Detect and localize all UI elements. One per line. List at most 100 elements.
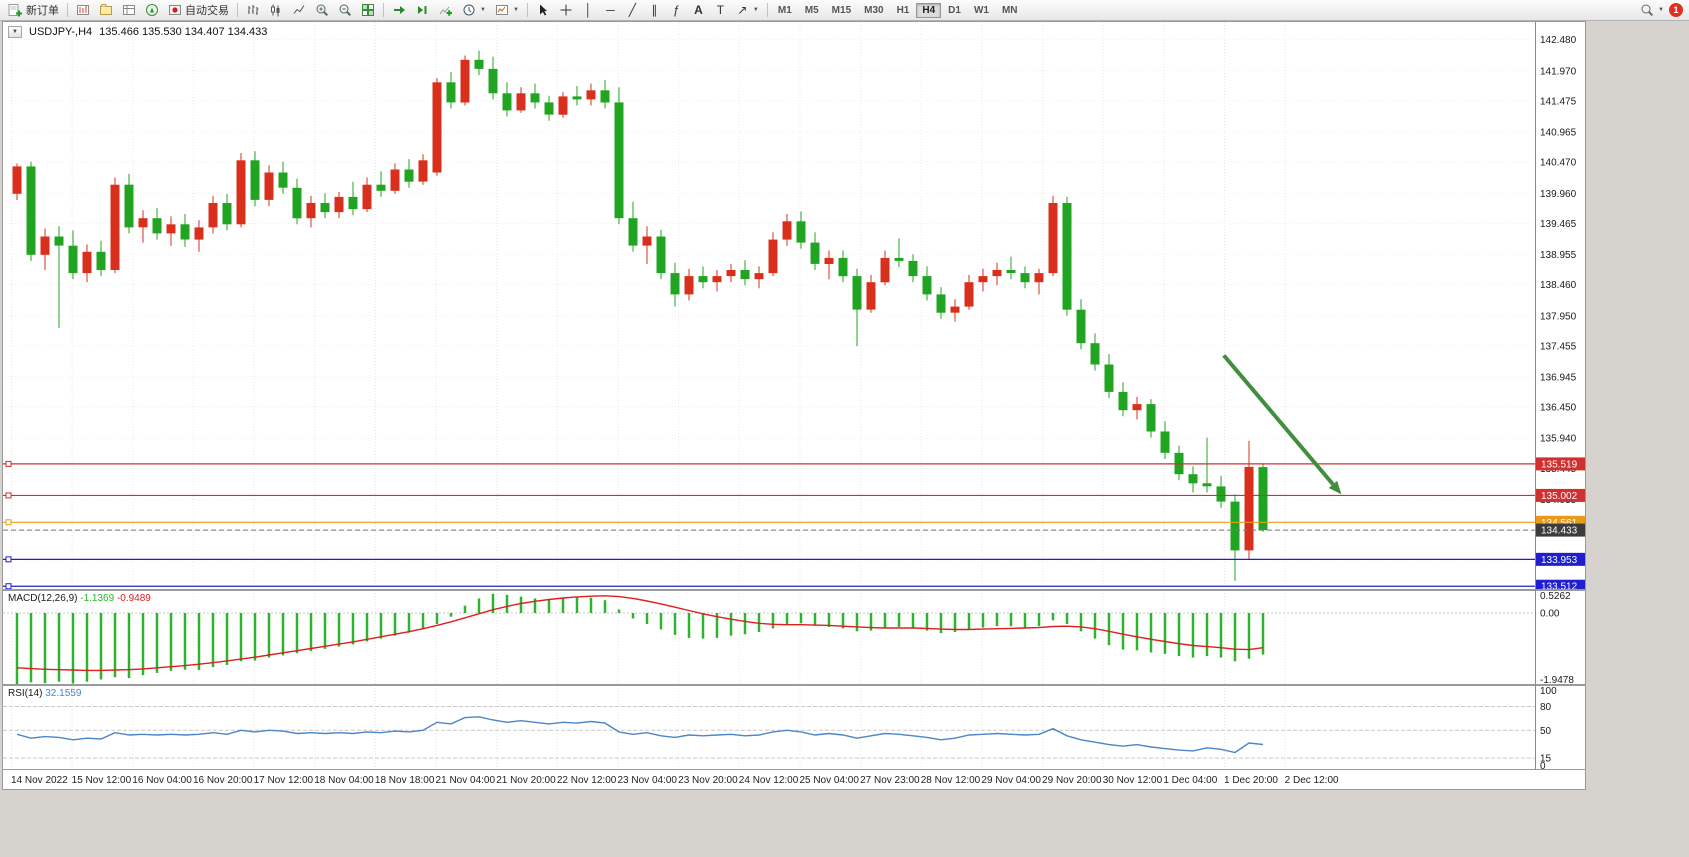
horizontal-line-button[interactable]: ─	[600, 1, 621, 19]
new-order-label: 新订单	[26, 5, 59, 17]
svg-text:17 Nov 12:00: 17 Nov 12:00	[254, 775, 314, 786]
timeframe-h1-button[interactable]: H1	[896, 4, 910, 16]
timeframe-m1-button[interactable]: M1	[777, 4, 792, 16]
cursor-button[interactable]	[532, 1, 554, 19]
profiles-icon	[100, 4, 112, 15]
indicators-button[interactable]	[434, 1, 457, 19]
chevron-down-icon: ▼	[512, 7, 519, 13]
svg-text:23 Nov 20:00: 23 Nov 20:00	[678, 775, 738, 786]
svg-text:21 Nov 04:00: 21 Nov 04:00	[436, 775, 496, 786]
text-button[interactable]: A	[688, 1, 709, 19]
arrows-button[interactable]: ↗ ▼	[732, 1, 763, 19]
vertical-line-icon: │	[584, 3, 593, 17]
templates-button[interactable]: ▼	[491, 1, 523, 19]
autotrading-label: 自动交易	[185, 5, 229, 17]
notification-badge[interactable]: 1	[1669, 3, 1683, 17]
chevron-down-icon: ▼	[1658, 7, 1664, 13]
svg-text:15: 15	[1540, 754, 1552, 765]
periods-clock-icon	[463, 4, 475, 16]
new-order-button[interactable]: 新订单	[4, 1, 63, 19]
svg-text:14 Nov 2022: 14 Nov 2022	[11, 775, 68, 786]
data-window-button[interactable]	[118, 1, 140, 19]
macd-panel[interactable]: 0.5262 0.00 -1.9478	[3, 590, 1586, 685]
fibonacci-button[interactable]: ƒ	[666, 1, 687, 19]
auto-scroll-button[interactable]	[388, 1, 410, 19]
toolbar-separator	[383, 3, 384, 17]
timeframe-w1-button[interactable]: W1	[973, 4, 989, 16]
navigator-button[interactable]	[141, 1, 163, 19]
rsi-name: RSI(14)	[8, 688, 43, 699]
svg-text:29 Nov 04:00: 29 Nov 04:00	[981, 775, 1041, 786]
svg-text:24 Nov 12:00: 24 Nov 12:00	[739, 775, 799, 786]
svg-text:141.970: 141.970	[1540, 66, 1577, 77]
arrow-icon: ↗	[737, 3, 748, 17]
svg-text:139.465: 139.465	[1540, 219, 1577, 230]
svg-text:0.5262: 0.5262	[1540, 591, 1571, 602]
bar-chart-button[interactable]	[242, 1, 264, 19]
periods-button[interactable]: ▼	[458, 1, 490, 19]
zoom-in-button[interactable]	[311, 1, 333, 19]
svg-text:135.519: 135.519	[1541, 459, 1578, 470]
profiles-button[interactable]	[95, 1, 117, 19]
zoom-out-icon	[339, 4, 352, 17]
macd-main-value: -1.1369	[80, 593, 115, 604]
chart-window[interactable]: 142.480 141.970 141.475 140.965 140.470 139.9…	[2, 21, 1586, 790]
svg-text:50: 50	[1540, 726, 1552, 737]
macd-label: MACD(12,26,9) -1.1369 -0.9489	[8, 593, 151, 604]
new-chart-button[interactable]	[72, 1, 94, 19]
search-button[interactable]: ▼	[1636, 1, 1668, 19]
bar-chart-icon	[248, 5, 259, 15]
svg-text:29 Nov 20:00: 29 Nov 20:00	[1042, 775, 1102, 786]
svg-text:0.00: 0.00	[1540, 609, 1560, 620]
svg-text:137.455: 137.455	[1540, 341, 1577, 352]
svg-text:137.950: 137.950	[1540, 311, 1577, 322]
svg-text:133.512: 133.512	[1541, 582, 1578, 590]
svg-text:18 Nov 18:00: 18 Nov 18:00	[375, 775, 435, 786]
time-axis[interactable]: 14 Nov 2022 15 Nov 12:00 16 Nov 04:00 16 No…	[3, 770, 1586, 790]
candlestick-chart-button[interactable]	[265, 1, 287, 19]
channel-button[interactable]: ∥	[644, 1, 665, 19]
rsi-panel[interactable]: 100 80 50 150	[3, 685, 1586, 770]
autotrading-button[interactable]: 自动交易	[164, 1, 233, 19]
timeframe-m15-button[interactable]: M15	[831, 4, 852, 16]
timeframe-m30-button[interactable]: M30	[864, 4, 884, 16]
trendline-button[interactable]: ╱	[622, 1, 643, 19]
timeframe-d1-button[interactable]: D1	[948, 4, 961, 16]
symbol-period-label: USDJPY-,H4	[29, 26, 93, 38]
chart-shift-icon	[418, 6, 427, 14]
search-icon	[1641, 4, 1654, 17]
chart-shift-button[interactable]	[411, 1, 433, 19]
chevron-down-icon: ▼	[12, 29, 18, 35]
tile-windows-button[interactable]	[357, 1, 379, 19]
svg-text:25 Nov 04:00: 25 Nov 04:00	[799, 775, 859, 786]
vertical-line-button[interactable]: │	[578, 1, 599, 19]
toolbar-separator	[237, 3, 238, 17]
svg-text:16 Nov 20:00: 16 Nov 20:00	[193, 775, 253, 786]
label-icon: T	[716, 3, 725, 17]
svg-text:2 Dec 12:00: 2 Dec 12:00	[1285, 775, 1339, 786]
svg-text:22 Nov 12:00: 22 Nov 12:00	[557, 775, 617, 786]
cursor-icon	[539, 4, 547, 16]
one-click-trading-toggle[interactable]: ▼	[8, 26, 22, 38]
rsi-value: 32.1559	[45, 688, 82, 699]
zoom-out-button[interactable]	[334, 1, 356, 19]
zoom-in-icon	[316, 4, 329, 17]
label-button[interactable]: T	[710, 1, 731, 19]
timeframe-m5-button[interactable]: M5	[804, 4, 819, 16]
svg-text:30 Nov 12:00: 30 Nov 12:00	[1103, 775, 1163, 786]
line-chart-button[interactable]	[288, 1, 310, 19]
crosshair-button[interactable]	[555, 1, 577, 19]
text-icon: A	[694, 3, 703, 17]
new-order-icon	[8, 4, 22, 17]
svg-text:139.960: 139.960	[1540, 189, 1577, 200]
toolbar-separator	[766, 3, 768, 17]
macd-name: MACD(12,26,9)	[8, 593, 78, 604]
crosshair-icon	[560, 4, 572, 16]
svg-text:142.480: 142.480	[1540, 35, 1577, 46]
svg-text:23 Nov 04:00: 23 Nov 04:00	[618, 775, 678, 786]
timeframe-h4-button[interactable]: H4	[916, 2, 942, 18]
svg-text:100: 100	[1540, 686, 1557, 697]
price-chart-panel[interactable]: 142.480 141.970 141.475 140.965 140.470 139.9…	[3, 22, 1586, 590]
timeframe-mn-button[interactable]: MN	[1001, 4, 1018, 16]
